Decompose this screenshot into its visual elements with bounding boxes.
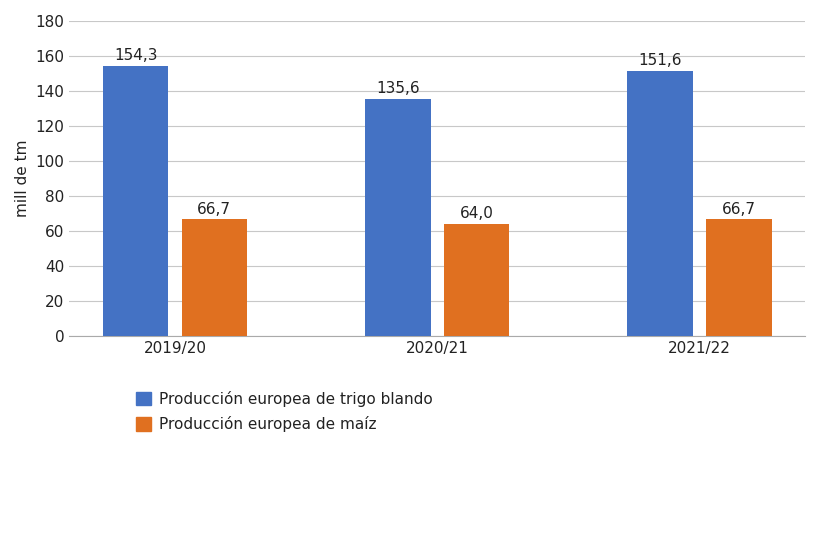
- Bar: [443, 224, 509, 336]
- Bar: [627, 71, 692, 336]
- Bar: [364, 99, 430, 336]
- Legend: Producción europea de trigo blando, Producción europea de maíz: Producción europea de trigo blando, Prod…: [136, 391, 432, 432]
- Text: 64,0: 64,0: [459, 206, 493, 221]
- Text: 135,6: 135,6: [376, 81, 419, 96]
- Y-axis label: mill de tm: mill de tm: [15, 140, 30, 217]
- Text: 154,3: 154,3: [114, 48, 157, 63]
- Bar: [181, 219, 247, 336]
- Text: 66,7: 66,7: [721, 202, 755, 216]
- Text: 66,7: 66,7: [197, 202, 231, 216]
- Bar: [102, 66, 168, 336]
- Text: 151,6: 151,6: [637, 53, 681, 68]
- Bar: [705, 219, 771, 336]
